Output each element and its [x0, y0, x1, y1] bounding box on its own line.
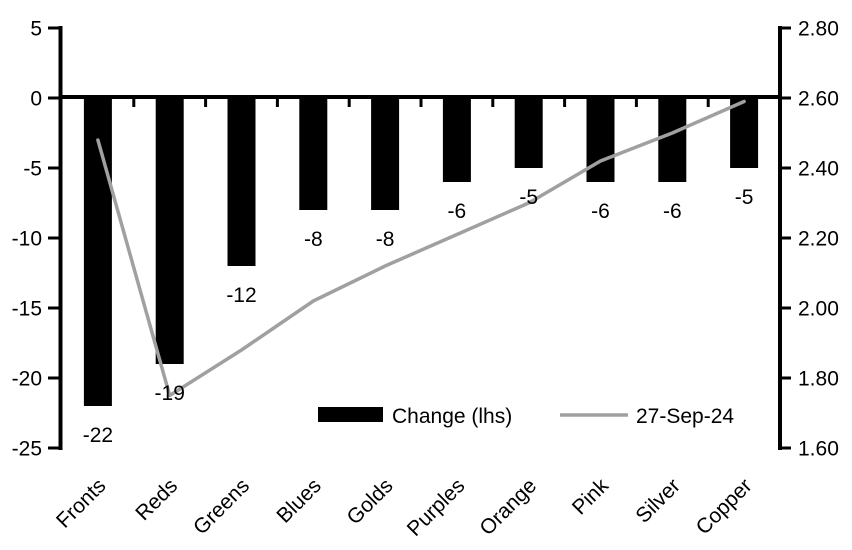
legend-bar-swatch — [318, 407, 383, 422]
category-label-purples: Purples — [403, 474, 470, 541]
bar-orange — [514, 96, 543, 168]
left-axis-tick-label: -25 — [12, 438, 42, 461]
bar-value-label: -6 — [448, 200, 467, 223]
right-axis-tick-label: 1.60 — [798, 438, 839, 461]
bar-blues — [299, 96, 328, 210]
right-axis-tick-label: 1.80 — [798, 368, 839, 391]
right-axis-tick-label: 2.80 — [798, 18, 839, 41]
bar-value-label: -19 — [155, 382, 185, 405]
left-axis-tick-label: 5 — [30, 18, 42, 41]
left-axis-tick-label: 0 — [30, 88, 42, 111]
category-label-pink: Pink — [568, 474, 614, 520]
category-label-fronts: Fronts — [52, 474, 110, 532]
category-label-copper: Copper — [692, 474, 757, 539]
category-label-golds: Golds — [343, 474, 398, 529]
category-label-reds: Reds — [131, 474, 182, 525]
left-axis-tick-label: -15 — [12, 298, 42, 321]
legend-label-27-sep-24: 27-Sep-24 — [636, 405, 734, 428]
left-axis-tick-label: -20 — [12, 368, 42, 391]
right-axis-tick-label: 2.40 — [798, 158, 839, 181]
category-label-greens: Greens — [189, 474, 254, 539]
bar-purples — [442, 96, 471, 182]
bar-fronts — [83, 96, 112, 406]
bar-value-label: -12 — [226, 284, 256, 307]
bar-value-label: -5 — [735, 186, 754, 209]
bar-reds — [155, 96, 184, 364]
bar-greens — [227, 96, 256, 266]
right-axis-tick-label: 2.00 — [798, 298, 839, 321]
bar-silver — [658, 96, 687, 182]
bar-value-label: -6 — [591, 200, 610, 223]
category-label-blues: Blues — [272, 474, 325, 527]
bar-golds — [371, 96, 400, 210]
bar-value-label: -22 — [83, 424, 113, 447]
bar-value-label: -5 — [519, 186, 538, 209]
bar-value-label: -8 — [304, 228, 323, 251]
category-label-silver: Silver — [631, 474, 684, 527]
category-label-orange: Orange — [475, 474, 541, 540]
line-series-27-sep-24 — [96, 99, 746, 398]
bar-pink — [586, 96, 615, 182]
bar-copper — [730, 96, 759, 168]
bar-value-label: -8 — [376, 228, 395, 251]
right-axis-tick-label: 2.20 — [798, 228, 839, 251]
left-axis-tick-label: -5 — [23, 158, 42, 181]
legend-label-change-lhs: Change (lhs) — [392, 405, 512, 428]
bar-value-label: -6 — [663, 200, 682, 223]
right-axis-tick-label: 2.60 — [798, 88, 839, 111]
left-axis-tick-label: -10 — [12, 228, 42, 251]
